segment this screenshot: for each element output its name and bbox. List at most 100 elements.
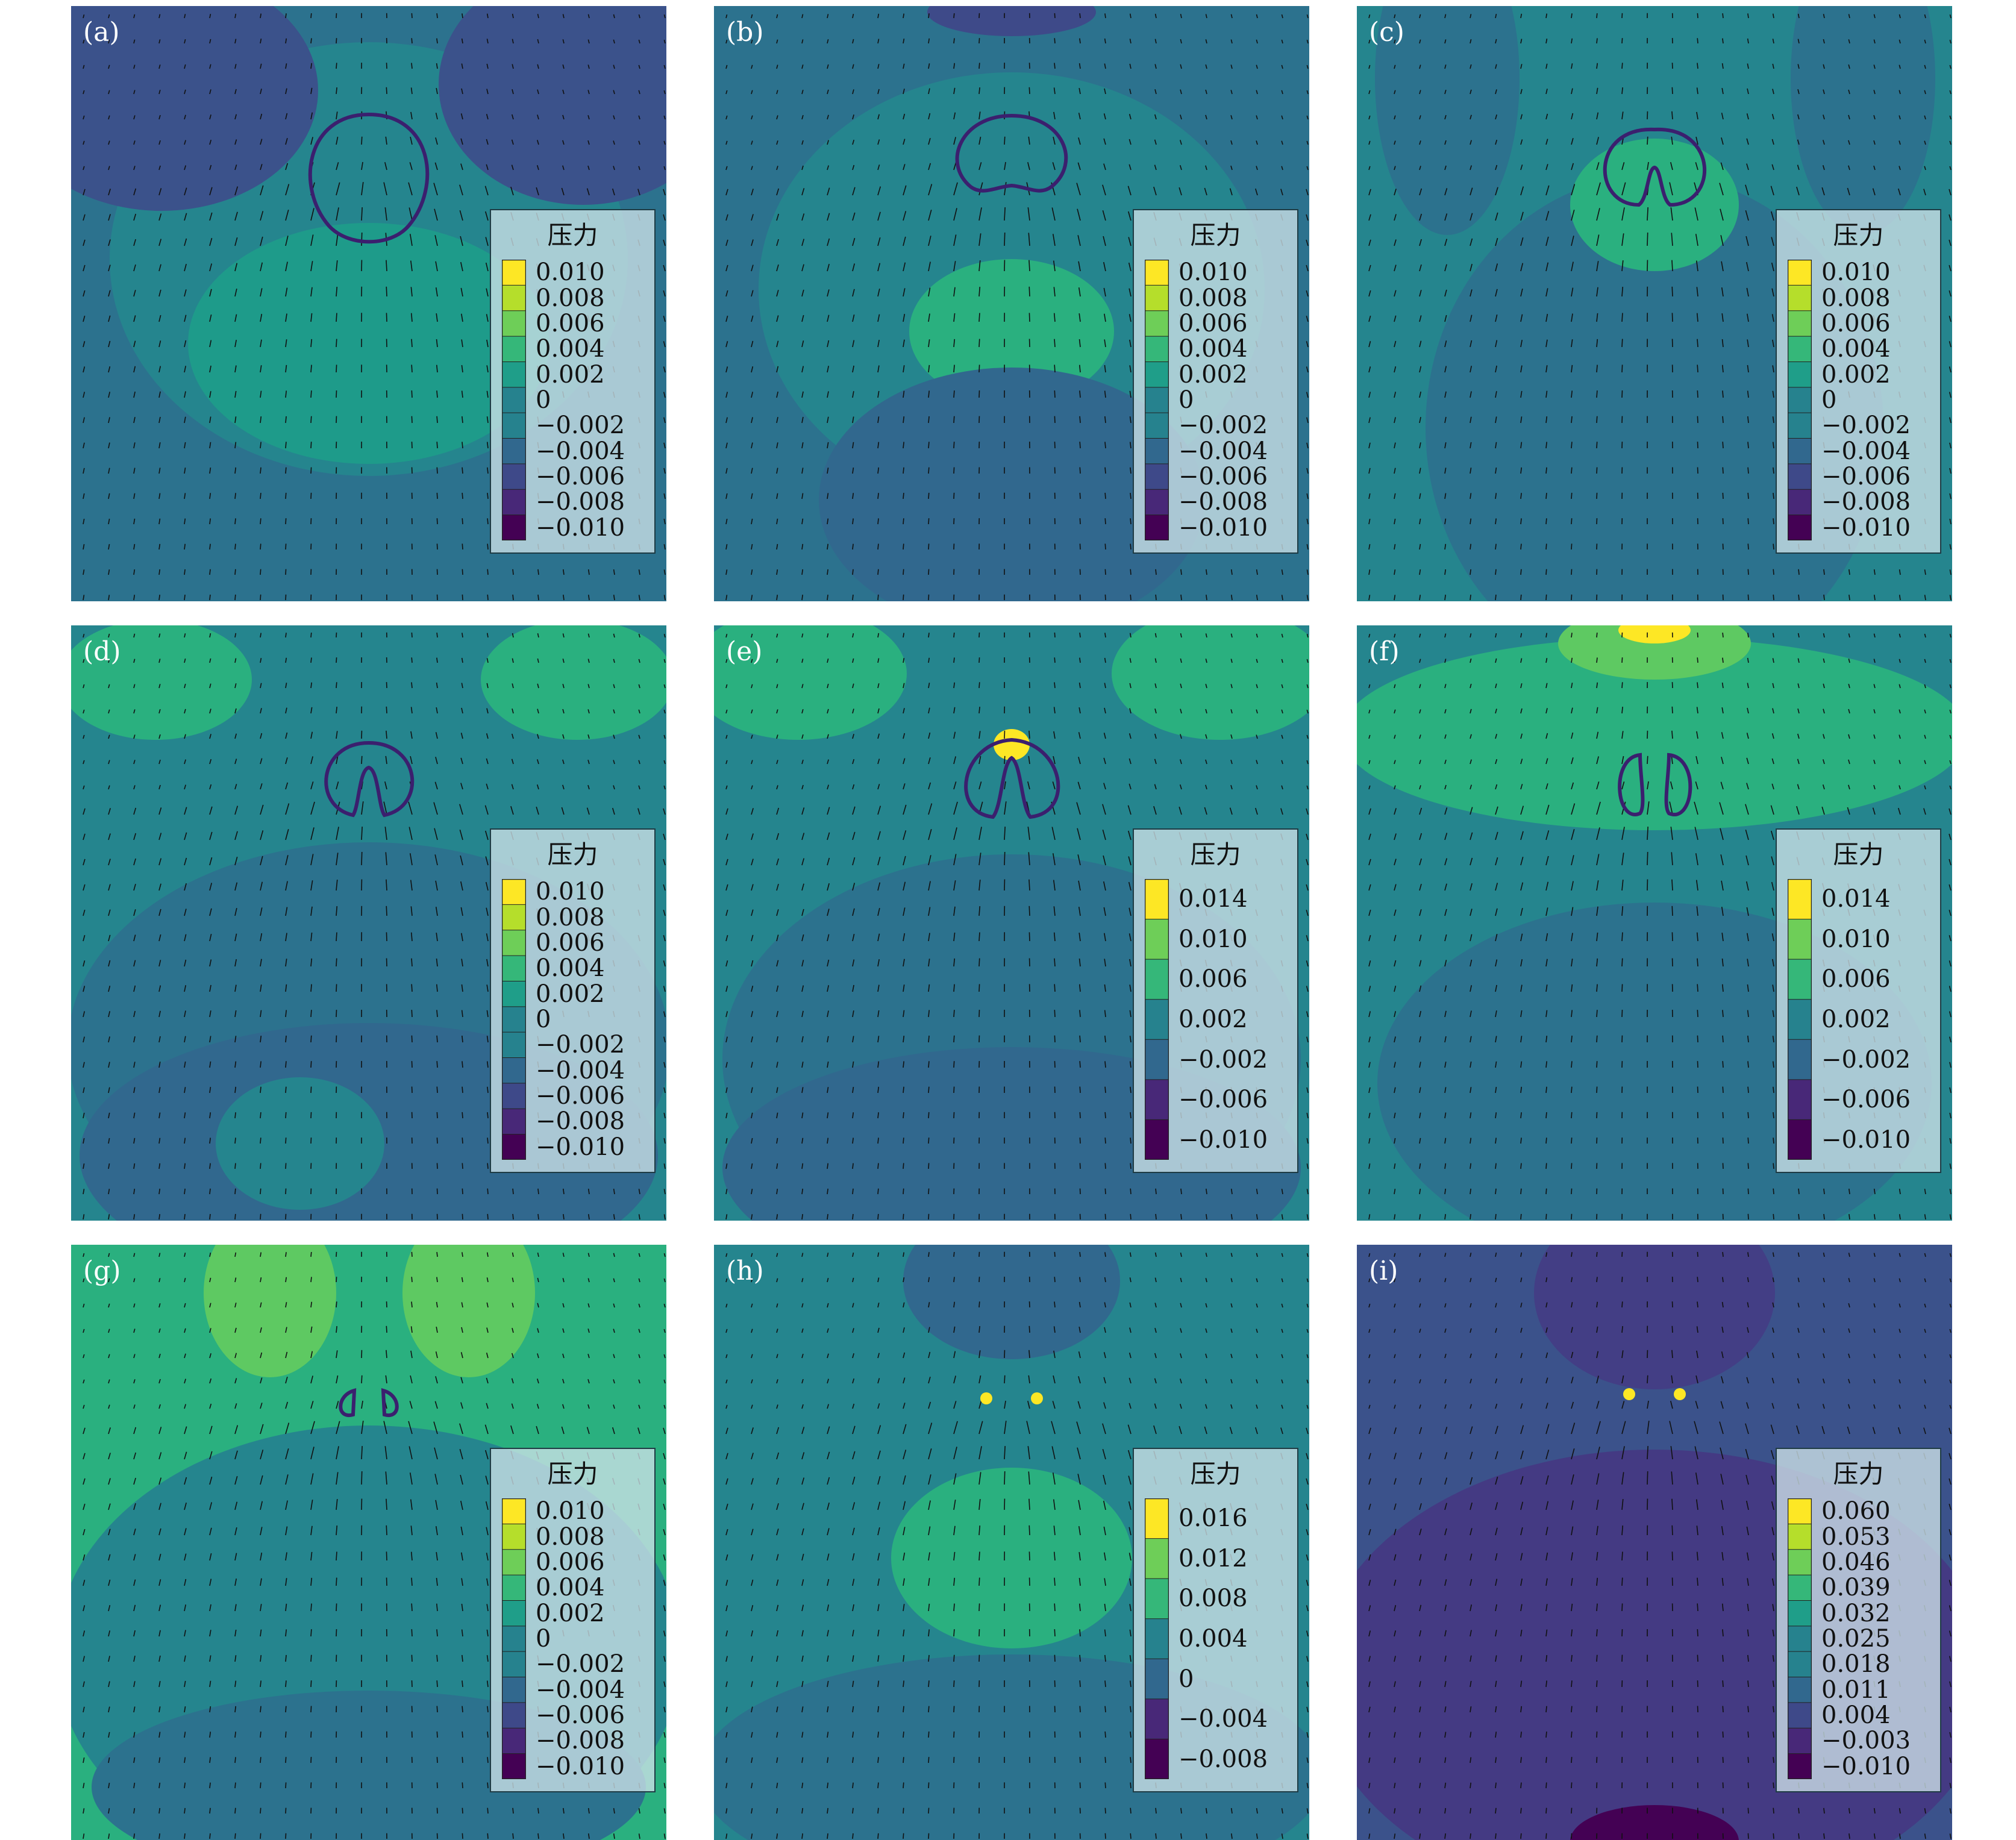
colorbar-tick-label: −0.008 [1821, 490, 1911, 514]
velocity-arrow [1571, 493, 1572, 499]
colorbar-tick-label: −0.010 [536, 1754, 625, 1779]
velocity-arrow [1672, 260, 1673, 271]
colorbar [1145, 879, 1169, 1160]
velocity-arrow [1647, 852, 1648, 865]
colorbar-tick-label: −0.002 [1179, 413, 1268, 437]
velocity-arrow [386, 1326, 387, 1333]
colorbar-tick-label: 0.010 [536, 880, 605, 904]
colorbar-tick-label: 0.010 [1179, 927, 1248, 951]
velocity-arrow [1181, 569, 1182, 575]
velocity-arrow [260, 1189, 261, 1194]
velocity-arrow [235, 1757, 236, 1763]
pressure-hotspot [1031, 1392, 1043, 1404]
velocity-arrow [386, 313, 387, 322]
velocity-arrow [1571, 1061, 1572, 1068]
velocity-arrow [827, 595, 828, 600]
colorbar-segment [502, 956, 526, 981]
velocity-arrow [1773, 1189, 1774, 1194]
colorbar-segment [1145, 336, 1169, 362]
velocity-arrow [903, 1163, 904, 1169]
colorbar-segment [502, 1550, 526, 1576]
velocity-arrow [1697, 1061, 1698, 1068]
velocity-arrow [903, 518, 904, 524]
velocity-arrow [1697, 984, 1698, 992]
velocity-arrow [1054, 1277, 1055, 1282]
velocity-arrow [928, 1808, 929, 1813]
velocity-arrow [1622, 365, 1623, 372]
colorbar-segment [1788, 361, 1812, 387]
velocity-arrow [538, 569, 539, 575]
velocity-arrow [1105, 595, 1106, 600]
velocity-arrow [1546, 1189, 1547, 1194]
velocity-arrow [1571, 1252, 1572, 1257]
velocity-arrow [1054, 984, 1055, 992]
velocity-arrow [928, 1782, 929, 1788]
panel-label: (e) [726, 636, 762, 667]
velocity-arrow [1130, 1214, 1131, 1219]
colorbar-segment [1788, 489, 1812, 515]
velocity-arrow [1105, 442, 1106, 448]
colorbar-segment [1788, 387, 1812, 413]
velocity-arrow [386, 932, 387, 941]
velocity-arrow [1054, 390, 1055, 398]
velocity-arrow [336, 313, 337, 322]
velocity-arrow [1105, 1061, 1106, 1068]
colorbar-tick-label: −0.002 [536, 1033, 625, 1057]
velocity-arrow [979, 1301, 980, 1307]
colorbar-tick-label: 0 [536, 1627, 551, 1651]
velocity-arrow [336, 63, 337, 69]
velocity-arrow [260, 1137, 261, 1144]
velocity-arrow [260, 1112, 261, 1118]
colorbar-tick-label: −0.010 [1179, 1128, 1268, 1152]
velocity-arrow [336, 1603, 337, 1611]
velocity-arrow [1622, 1326, 1623, 1333]
velocity-arrow [260, 468, 261, 474]
velocity-arrow [1622, 1277, 1623, 1282]
velocity-arrow [235, 1112, 236, 1118]
colorbar-tick-label: −0.004 [1179, 439, 1268, 463]
velocity-arrow [1130, 1189, 1131, 1194]
colorbar-tick-label: 0.010 [1179, 260, 1248, 284]
colorbar-tick-label: 0.010 [1821, 927, 1891, 951]
colorbar-tick-label: 0.012 [1179, 1547, 1248, 1571]
velocity-arrow [979, 1629, 980, 1636]
velocity-arrow [1181, 1214, 1182, 1219]
velocity-arrow [1697, 63, 1698, 69]
colorbar-segment [1145, 1579, 1169, 1619]
velocity-arrow [386, 707, 387, 713]
colorbar-tick-label: 0 [536, 388, 551, 412]
velocity-arrow [184, 1189, 185, 1194]
colorbar-tick-label: 0.006 [536, 311, 605, 336]
pressure-contour-region [1570, 139, 1739, 271]
colorbar-tick-label: 0 [1179, 388, 1194, 412]
colorbar-tick-label: −0.008 [536, 1729, 625, 1753]
velocity-arrow [336, 38, 337, 43]
velocity-arrow [1571, 1214, 1572, 1219]
velocity-arrow [235, 493, 236, 499]
velocity-arrow [1029, 906, 1030, 916]
colorbar-segment [1145, 387, 1169, 413]
velocity-arrow [903, 569, 904, 575]
velocity-arrow [1697, 416, 1698, 423]
velocity-arrow [1054, 1061, 1055, 1068]
velocity-arrow [1571, 1189, 1572, 1194]
velocity-arrow [1029, 1350, 1030, 1358]
velocity-arrow [1647, 137, 1648, 145]
velocity-arrow [1697, 13, 1698, 18]
velocity-arrow [1571, 1036, 1572, 1042]
colorbar-tick-label: −0.010 [1179, 516, 1268, 540]
colorbar-segment [1145, 1539, 1169, 1579]
velocity-arrow [979, 984, 980, 992]
velocity-arrow [1470, 595, 1471, 600]
velocity-arrow [1004, 1375, 1005, 1383]
velocity-arrow [1004, 756, 1005, 764]
velocity-arrow [462, 1087, 463, 1093]
velocity-arrow [928, 1706, 929, 1712]
velocity-arrow [903, 493, 904, 499]
colorbar-segment [1788, 1039, 1812, 1080]
velocity-arrow [1697, 390, 1698, 398]
velocity-arrow [235, 569, 236, 575]
velocity-arrow [462, 442, 463, 448]
colorbar-tick-label: −0.006 [536, 465, 625, 489]
